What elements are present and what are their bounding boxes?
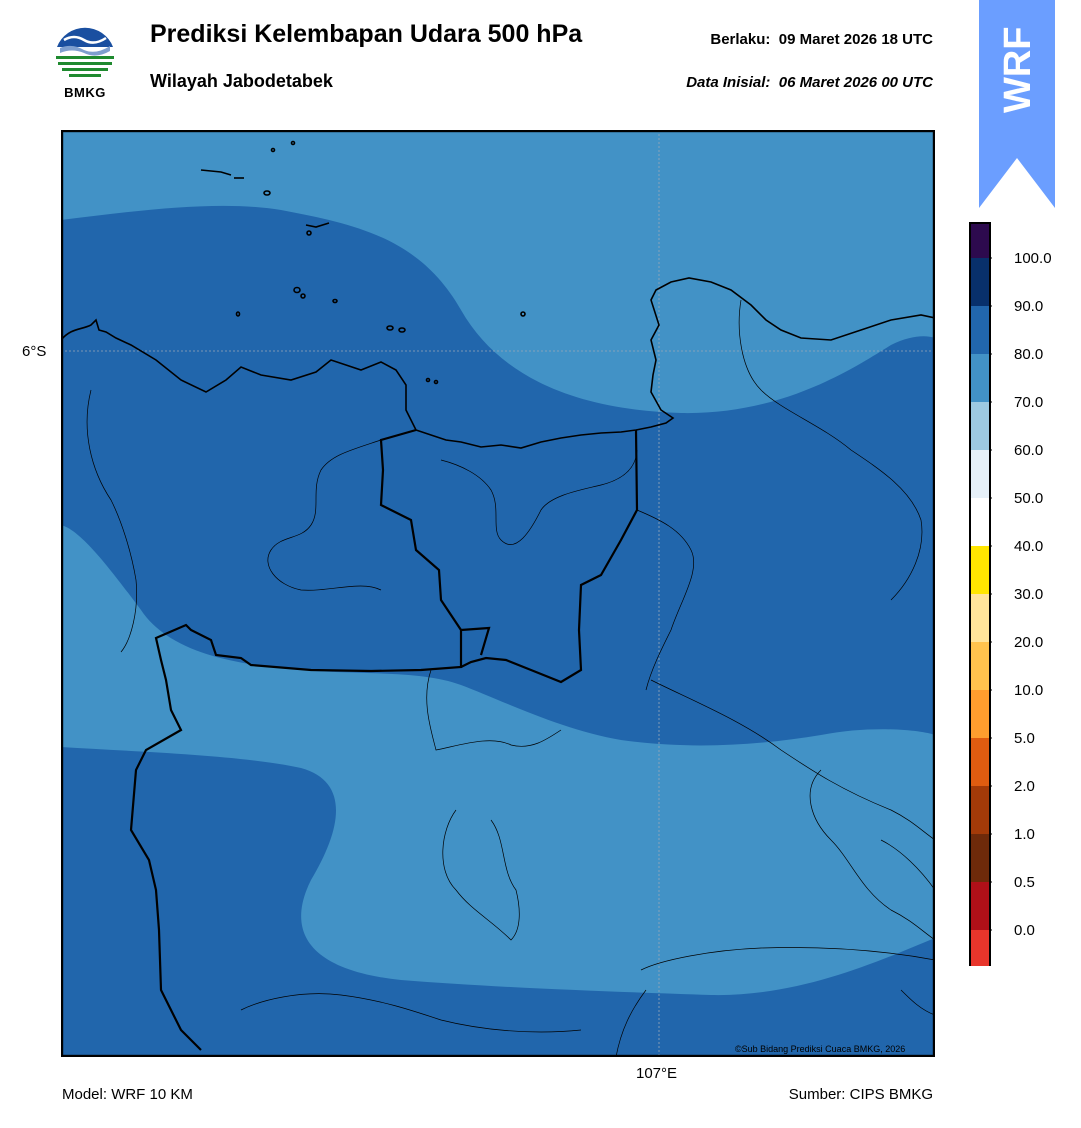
colorbar-label: 0.5 xyxy=(1014,874,1035,891)
colorbar-segment xyxy=(970,258,990,306)
wrf-badge-icon xyxy=(979,0,1055,208)
source-label: Sumber: CIPS BMKG xyxy=(788,1086,933,1103)
colorbar-segment xyxy=(970,642,990,690)
page-title: Prediksi Kelembapan Udara 500 hPa xyxy=(150,20,583,48)
province-boundary-east xyxy=(460,429,639,684)
model-label: Model: WRF 10 KM xyxy=(62,1086,193,1103)
colorbar-segment xyxy=(970,546,990,594)
colorbar-segment xyxy=(970,354,990,402)
coastline xyxy=(61,277,935,449)
colorbar-segment xyxy=(970,930,990,966)
humidity-band-80-90-north xyxy=(61,205,935,746)
colorbar-segment xyxy=(970,834,990,882)
init-label: Data Inisial: xyxy=(686,74,771,91)
colorbar-label: 80.0 xyxy=(1014,346,1044,363)
colorbar-segment xyxy=(970,690,990,738)
humidity-band-80-90-southwest xyxy=(61,747,935,1057)
colorbar-label: 50.0 xyxy=(1014,490,1044,507)
colorbar-segment xyxy=(970,786,990,834)
colorbar-label: 0.0 xyxy=(1014,922,1035,939)
map-frame xyxy=(61,130,935,1057)
longitude-label: 107°E xyxy=(636,1065,678,1082)
colorbar-label: 100.0 xyxy=(1014,250,1052,267)
page-subtitle: Wilayah Jabodetabek xyxy=(150,71,333,91)
district-boundaries xyxy=(86,299,935,1057)
colorbar-label: 10.0 xyxy=(1014,682,1044,699)
valid-label: Berlaku: xyxy=(710,31,771,48)
colorbar-label: 20.0 xyxy=(1014,634,1044,651)
colorbar-label: 60.0 xyxy=(1014,442,1044,459)
colorbar-frame xyxy=(969,222,991,966)
colorbar-label: 30.0 xyxy=(1014,586,1044,603)
colorbar-segment xyxy=(970,738,990,786)
colorbar-label: 5.0 xyxy=(1014,730,1035,747)
colorbar-segment xyxy=(970,882,990,930)
colorbar-label: 70.0 xyxy=(1014,394,1044,411)
colorbar-label: 40.0 xyxy=(1014,538,1044,555)
latitude-label: 6°S xyxy=(22,343,47,360)
colorbar-segment xyxy=(970,306,990,354)
init-value: 06 Maret 2026 00 UTC xyxy=(778,74,933,91)
colorbar-segment xyxy=(970,450,990,498)
colorbar-label: 1.0 xyxy=(1014,826,1035,843)
colorbar-segment xyxy=(970,498,990,546)
colorbar-label: 90.0 xyxy=(1014,298,1044,315)
valid-time: Berlaku: 09 Maret 2026 18 UTC xyxy=(710,31,933,48)
colorbar xyxy=(969,222,992,966)
valid-value: 09 Maret 2026 18 UTC xyxy=(778,31,933,48)
map-credit: ©Sub Bidang Prediksi Cuaca BMKG, 2026 xyxy=(735,1044,906,1054)
colorbar-segment xyxy=(970,402,990,450)
province-boundary xyxy=(129,428,463,1051)
colorbar-label: 2.0 xyxy=(1014,778,1035,795)
colorbar-segment xyxy=(970,222,990,258)
colorbar-segment xyxy=(970,594,990,642)
islands xyxy=(200,140,526,385)
init-time: Data Inisial: 06 Maret 2026 00 UTC xyxy=(686,74,933,91)
humidity-map xyxy=(61,130,935,1057)
bmkg-logo-icon xyxy=(54,22,116,84)
wrf-badge-text: WRF xyxy=(997,26,1039,114)
logo-text: BMKG xyxy=(64,85,106,100)
